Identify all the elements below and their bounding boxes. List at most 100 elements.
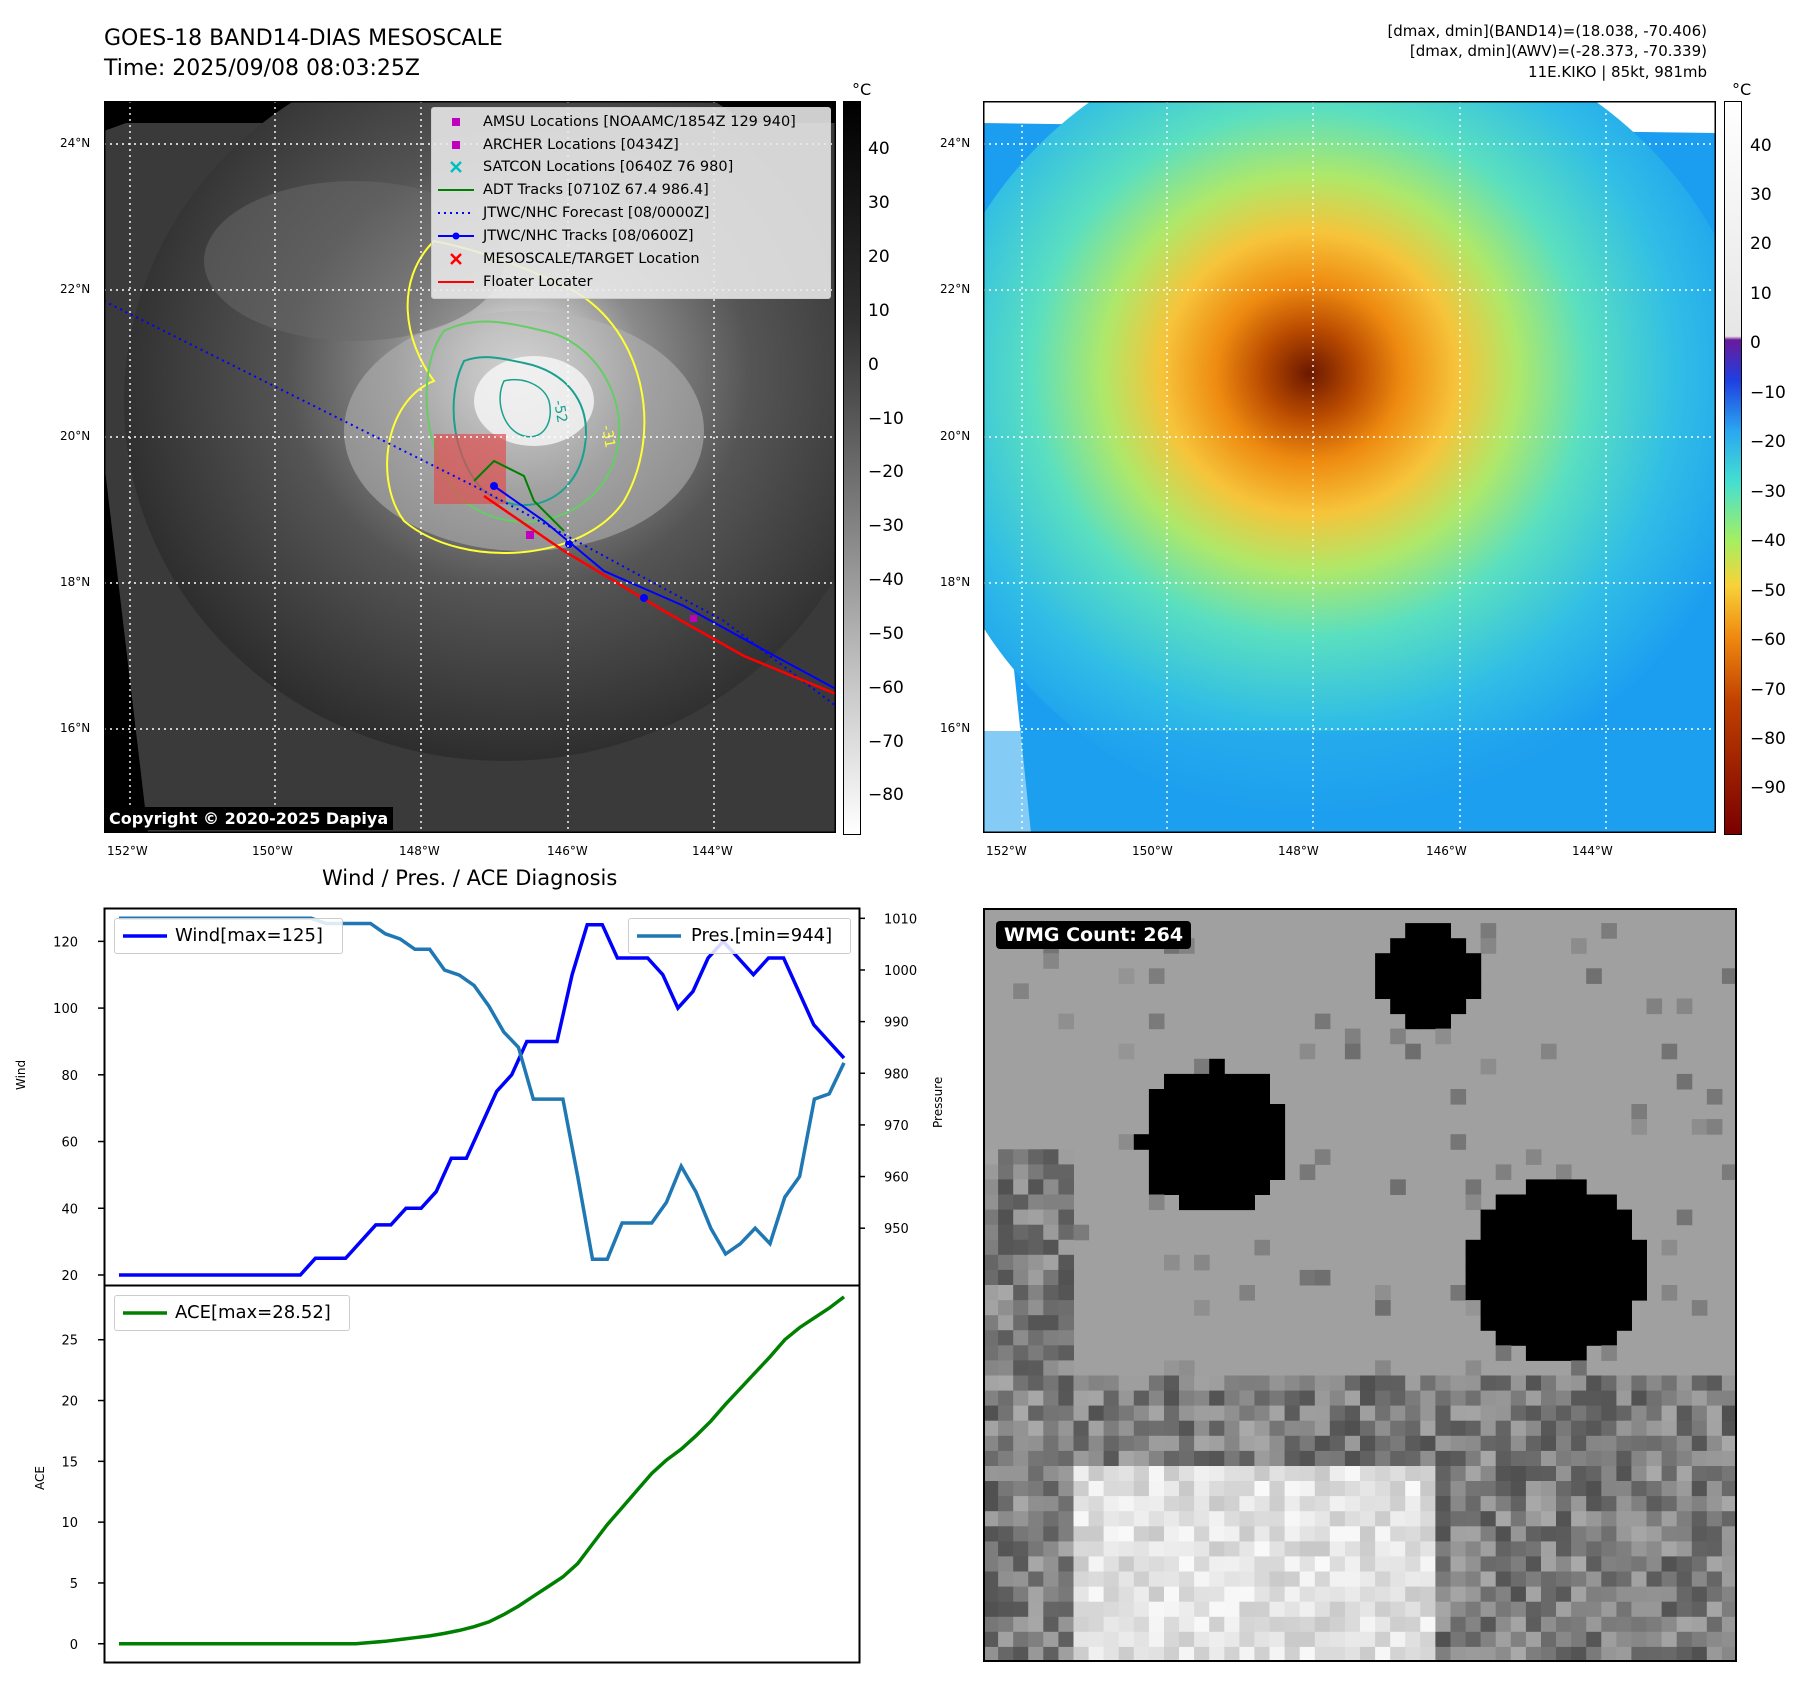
legend-label: Floater Locater [483,274,593,290]
wmg-cell [998,1571,1014,1588]
wmg-cell [1375,1300,1391,1316]
wmg-cell [1344,1586,1361,1603]
wmg-cell [1541,1315,1557,1331]
wmg-cell [1646,1511,1663,1527]
wmg-cell [1601,1571,1617,1588]
wmg-cell [1058,1526,1074,1542]
wmg-cell [1269,1164,1286,1180]
wmg-cell [1676,1646,1693,1662]
wmg-cell [1646,1450,1663,1467]
wmg-cell [1239,1420,1255,1437]
wmg-cell [1601,1420,1617,1437]
wmg-cell [1541,1345,1557,1361]
legend-item: JTWC/NHC Forecast [08/0000Z] [432,203,830,225]
wmg-cell [1390,998,1406,1015]
wmg-cell [1706,1450,1723,1467]
wmg-cell [1601,1496,1617,1512]
wmg-cell [1586,1526,1602,1542]
wmg-cell [1194,1466,1210,1482]
wmg-cell [1480,1058,1497,1075]
wmg-cell [1706,1646,1723,1662]
wmg-cell [1586,968,1602,984]
wmg-cell [983,1450,999,1467]
wmg-cell [983,1300,999,1316]
wmg-cell [1721,1450,1737,1467]
wmg-cell [1209,1058,1225,1075]
wmg-cell [1133,1405,1150,1422]
copyright-text: Copyright © 2020-2025 Dapiya [109,809,389,828]
wmg-cell [1209,1616,1225,1633]
wmg-cell [1465,1526,1482,1542]
wmg-cell [1480,1375,1497,1392]
wmg-cell [1194,1119,1210,1135]
wmg-cell [1254,1450,1270,1467]
wmg-cell [1450,1601,1467,1618]
wmg-cell [1435,1481,1451,1497]
wmg-cell [1118,1043,1135,1060]
wmg-cell [1510,1435,1527,1452]
wmg-cell [1148,1571,1165,1588]
wmg-cell [1691,1420,1708,1437]
wmg-cell [1269,1631,1286,1648]
wmg-cell [1148,1450,1165,1467]
wmg-cell [1661,1496,1678,1512]
wmg-cell [1254,1179,1270,1195]
wmg-cell [1118,968,1135,984]
wmg-cell [1103,1496,1120,1512]
wmg-cell [1058,1601,1074,1618]
wmg-cell [1616,1601,1632,1618]
wmg-cell [1088,1571,1105,1588]
wmg-cell [1510,1571,1527,1588]
wmg-cell [1721,1571,1737,1588]
wmg-cell [1706,1405,1723,1422]
wmg-cell [1194,1571,1210,1588]
lat-label: 24°N [940,136,971,150]
wmg-cell [1405,1511,1421,1527]
wmg-cell [1601,1345,1617,1361]
wmg-cell [1299,1466,1316,1482]
wmg-cell [1209,1435,1225,1452]
wmg-cell [1706,1481,1723,1497]
wmg-cell [1284,1646,1301,1662]
wmg-cell [1676,1601,1693,1618]
wmg-cell [1541,1420,1557,1437]
wmg-cell [1721,1511,1737,1527]
wmg-cell [1420,1466,1436,1482]
colorbar-tick-label: −60 [1750,630,1786,651]
wmg-cell [1344,1526,1361,1542]
wmg-cell [1646,1375,1663,1392]
wmg-cell [1450,1405,1467,1422]
wmg-cell [1164,1119,1180,1135]
contour-label: -52 [550,399,570,424]
wmg-cell [1269,1405,1286,1422]
wmg-cell [1661,1043,1678,1060]
wmg-cell [1525,1435,1542,1452]
wmg-cell [1103,1571,1120,1588]
wmg-cell [1571,1375,1587,1392]
wmg-cell [998,1556,1014,1572]
wmg-cell [1118,1405,1135,1422]
legend-item: MESOSCALE/TARGET Location [432,249,830,271]
lat-label: 18°N [940,575,971,589]
wmg-cell [1133,1556,1150,1572]
wmg-cell [1028,1511,1044,1527]
wmg-cell [1013,983,1029,999]
wmg-cell [1360,1375,1376,1392]
wmg-cell [1450,1511,1467,1527]
wmg-cell [1510,1616,1527,1633]
wmg-cell [1013,1601,1029,1618]
wmg-cell [1601,1450,1617,1467]
wmg-cell [1495,1631,1512,1648]
wmg-cell [1465,1405,1482,1422]
wmg-cell [1616,1269,1632,1286]
wmg-cell [1556,1330,1572,1346]
wmg-cell [998,1511,1014,1527]
wmg-cell [1691,1481,1708,1497]
wmg-cell [1360,1390,1376,1407]
wmg-cell [1239,1496,1255,1512]
wmg-cell [1706,1586,1723,1603]
wind-axis-label: Wind [14,1059,28,1090]
wmg-cell [1465,1420,1482,1437]
wmg-cell [1525,1194,1542,1211]
wmg-cell [1209,1179,1225,1195]
